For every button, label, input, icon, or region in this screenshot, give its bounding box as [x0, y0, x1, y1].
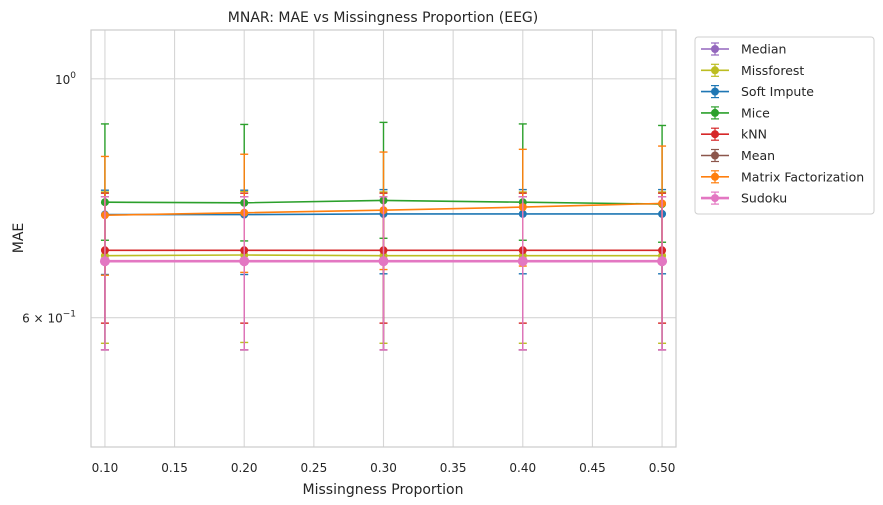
- data-point: [657, 256, 668, 267]
- series-sudoku: [99, 196, 668, 351]
- legend-label: Matrix Factorization: [741, 169, 864, 184]
- legend-label: Median: [741, 42, 786, 57]
- x-axis-ticks: 0.10 0.15 0.20 0.25 0.30 0.35 0.40 0.45 0.50: [92, 461, 676, 475]
- series-layer: [99, 121, 668, 351]
- legend-label: Mean: [741, 148, 775, 163]
- chart-title: MNAR: MAE vs Missingness Proportion (EEG…: [228, 10, 538, 26]
- y-axis-ticks: 100 6 × 10−1: [22, 71, 76, 326]
- legend-marker: [711, 194, 719, 203]
- legend-marker: [711, 45, 719, 53]
- legend-item: Mean: [701, 148, 775, 163]
- legend-marker: [711, 66, 719, 75]
- legend-item: Sudoku: [701, 191, 787, 206]
- legend-label: Missforest: [741, 63, 804, 78]
- x-tick-label: 0.40: [509, 461, 536, 475]
- x-tick-label: 0.25: [300, 461, 327, 475]
- legend-item: Soft Impute: [701, 84, 814, 99]
- data-point: [378, 256, 389, 267]
- legend-item: Median: [701, 42, 786, 57]
- legend-item: kNN: [701, 127, 767, 142]
- legend-item: Mice: [701, 105, 770, 120]
- legend-label: Sudoku: [741, 191, 787, 206]
- legend-item: Missforest: [701, 63, 804, 78]
- legend-item: Matrix Factorization: [701, 169, 864, 184]
- x-tick-label: 0.45: [579, 461, 606, 475]
- legend: Median Missforest Soft Impute Mice kNN Mean Ma…: [694, 36, 875, 215]
- legend-marker: [711, 172, 719, 181]
- legend-box: [694, 36, 875, 215]
- legend-marker: [711, 108, 719, 117]
- y-tick-label: 6 × 10−1: [22, 310, 76, 326]
- data-point: [239, 256, 250, 267]
- data-point: [517, 256, 528, 267]
- x-tick-label: 0.20: [231, 461, 258, 475]
- x-tick-label: 0.30: [370, 461, 397, 475]
- legend-label: kNN: [741, 127, 767, 142]
- x-axis-label: Missingness Proportion: [303, 482, 464, 498]
- legend-label: Soft Impute: [741, 84, 814, 99]
- legend-marker: [711, 130, 719, 139]
- legend-label: Mice: [741, 105, 770, 120]
- y-tick-label: 100: [55, 71, 76, 87]
- data-point: [99, 256, 110, 267]
- x-tick-label: 0.35: [440, 461, 467, 475]
- legend-marker: [711, 151, 719, 160]
- x-tick-label: 0.15: [161, 461, 188, 475]
- x-tick-label: 0.10: [92, 461, 119, 475]
- y-axis-label: MAE: [11, 223, 27, 254]
- plot-frame: [90, 29, 677, 448]
- legend-marker: [711, 87, 719, 96]
- x-tick-label: 0.50: [649, 461, 676, 475]
